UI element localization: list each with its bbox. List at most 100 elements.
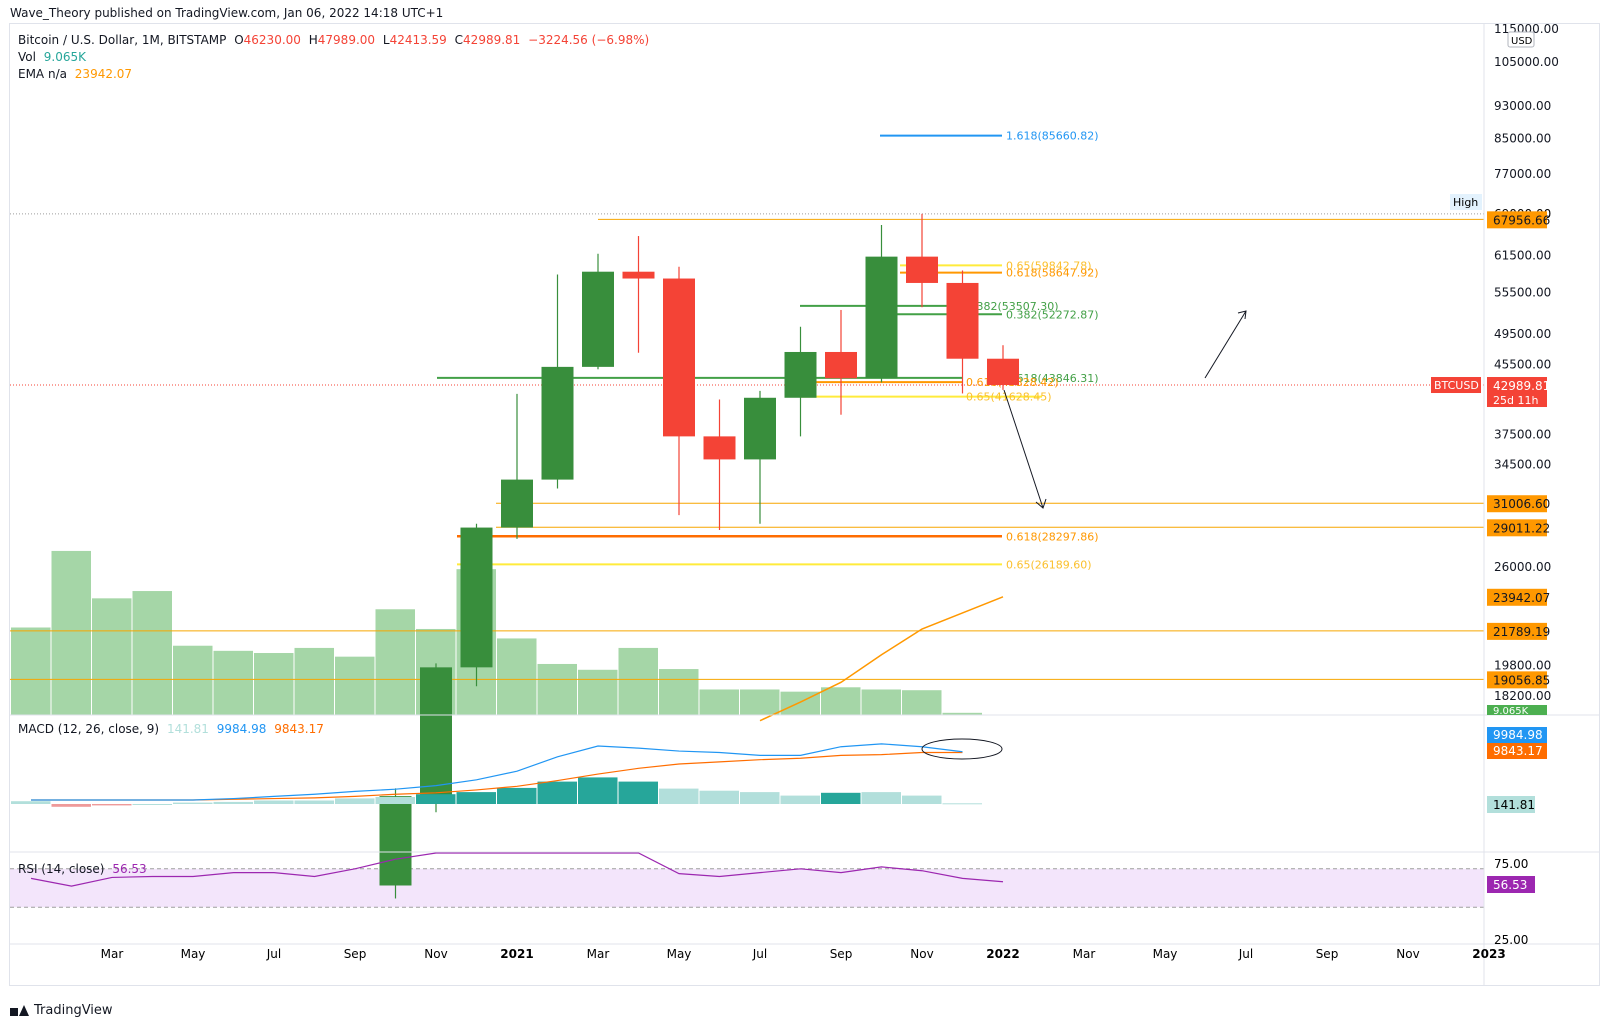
volume-bars	[11, 550, 982, 715]
macd-signal-badge-label: 9843.17	[1493, 744, 1543, 758]
volume-bar	[294, 647, 334, 715]
candle-body	[865, 256, 898, 379]
legend-row-price[interactable]: Bitcoin / U.S. Dollar, 1M, BITSTAMP O462…	[18, 33, 653, 47]
price-badge	[1487, 622, 1547, 640]
fib-level-label: 0.618(28297.86)	[1006, 530, 1099, 543]
legend-macd-signal: 9843.17	[274, 722, 324, 736]
legend-row-macd[interactable]: MACD (12, 26, close, 9) 141.81 9984.98 9…	[18, 722, 328, 736]
time-tick-label: May	[181, 947, 206, 961]
tradingview-logo[interactable]: TradingView	[10, 1003, 113, 1018]
price-tick-label: 18200.00	[1494, 689, 1551, 703]
price-badge-label: 67956.66	[1493, 213, 1550, 227]
macd-hist-bar	[699, 790, 739, 804]
legend-row-ema[interactable]: EMA n/a 23942.07	[18, 67, 136, 81]
time-tick-label: Mar	[587, 947, 610, 961]
legend-open-label: O	[234, 33, 244, 47]
rsi-pane	[10, 868, 1484, 908]
legend-macd-line: 9984.98	[216, 722, 267, 736]
price-tick-label: 105000.00	[1494, 55, 1559, 69]
macd-hist-bar	[740, 792, 780, 804]
legend-vol-label: Vol	[18, 50, 36, 64]
rsi-line	[30, 852, 1004, 887]
volume-bar	[578, 669, 618, 715]
fib-level-label: 0.65(26189.60)	[1006, 558, 1092, 571]
macd-hist-bar	[294, 800, 334, 804]
volume-bar	[699, 689, 739, 715]
legend-rsi-label: RSI (14, close)	[18, 862, 105, 876]
rsi-badge	[1487, 876, 1535, 893]
time-axis: Mar May Jul Sep Nov 2021 Mar May Jul Sep Nov 2022 Ma…	[101, 947, 1506, 961]
volume-bar	[173, 645, 213, 715]
up-arrow-line	[1204, 310, 1247, 379]
macd-line-badge	[1487, 727, 1547, 743]
macd-hist-bar	[173, 802, 213, 804]
currency-box	[1507, 31, 1535, 48]
vol-badge-label: 9.065K	[1493, 706, 1529, 717]
candle-body	[622, 271, 655, 279]
current-price-badge	[1487, 377, 1547, 408]
symbol-badge	[1431, 377, 1481, 394]
price-badge	[1487, 211, 1547, 229]
volume-bar	[213, 650, 253, 715]
time-tick-label: 2021	[500, 947, 533, 961]
high-label: High	[1453, 196, 1478, 209]
price-tick-label: 77000.00	[1494, 167, 1551, 181]
price-badge	[1487, 588, 1547, 606]
macd-hist-bar	[861, 792, 901, 804]
price-badge	[1487, 519, 1547, 537]
price-badge-label: 21789.19	[1493, 625, 1550, 639]
legend-row-vol[interactable]: Vol 9.065K	[18, 50, 90, 64]
macd-hist-bar	[456, 792, 496, 804]
price-badge	[1487, 495, 1547, 513]
time-tick-label: Sep	[830, 947, 853, 961]
macd-line	[31, 743, 963, 801]
candle-body	[906, 256, 938, 283]
legend-symbol: Bitcoin / U.S. Dollar, 1M, BITSTAMP	[18, 33, 227, 47]
legend-row-rsi[interactable]: RSI (14, close) 56.53	[18, 862, 151, 876]
macd-hist-bar	[213, 801, 253, 804]
macd-hist-bar	[11, 801, 51, 804]
volume-bar	[92, 598, 132, 715]
volume-bar	[335, 656, 375, 715]
candles	[379, 213, 1019, 899]
fib-level-label: 0.382(52272.87)	[1006, 308, 1099, 321]
price-tick-label: 26000.00	[1494, 560, 1551, 574]
volume-bar	[740, 689, 780, 715]
price-tick-label: 61500.00	[1494, 248, 1551, 262]
volume-bar	[537, 663, 577, 715]
tradingview-logo-icon	[10, 1005, 29, 1016]
ema-polyline	[759, 596, 1004, 722]
legend-high: 47989.00	[317, 33, 376, 47]
legend-close: 42989.81	[463, 33, 521, 47]
macd-hist-bar	[780, 795, 820, 804]
candle-body	[703, 436, 736, 460]
fib-level-label: 0.65(41628.45)	[966, 391, 1052, 404]
price-tick-label: 37500.00	[1494, 427, 1551, 441]
down-arrow-head	[1035, 498, 1047, 509]
time-tick-label: Sep	[344, 947, 367, 961]
time-tick-label: Jul	[266, 947, 281, 961]
macd-hist-bar	[497, 787, 537, 804]
macd-hist-bar	[254, 800, 294, 804]
price-tick-label: 49500.00	[1494, 327, 1551, 341]
macd-hist-bar	[659, 788, 699, 804]
countdown-label: 25d 11h	[1493, 394, 1538, 407]
volume-bar	[902, 690, 942, 715]
volume-bar	[861, 689, 901, 715]
price-badge-label: 29011.22	[1493, 521, 1550, 535]
chart-frame[interactable]	[9, 23, 1600, 986]
symbol-badge-label: BTCUSD	[1434, 379, 1479, 392]
time-tick-label: Nov	[1396, 947, 1419, 961]
fib-level-label: 0.65(59842.78)	[1006, 259, 1092, 272]
horizontal-lines	[10, 213, 1484, 680]
volume-bar	[51, 550, 91, 715]
price-badge-label: 31006.60	[1493, 497, 1550, 511]
time-tick-label: Nov	[910, 947, 933, 961]
price-tick-label: 19800.00	[1494, 659, 1551, 673]
candle-body	[501, 479, 533, 528]
time-tick-label: Mar	[101, 947, 124, 961]
current-price-label: 42989.81	[1493, 379, 1550, 393]
legend-rsi-value: 56.53	[112, 862, 147, 876]
price-badge	[1487, 671, 1547, 689]
